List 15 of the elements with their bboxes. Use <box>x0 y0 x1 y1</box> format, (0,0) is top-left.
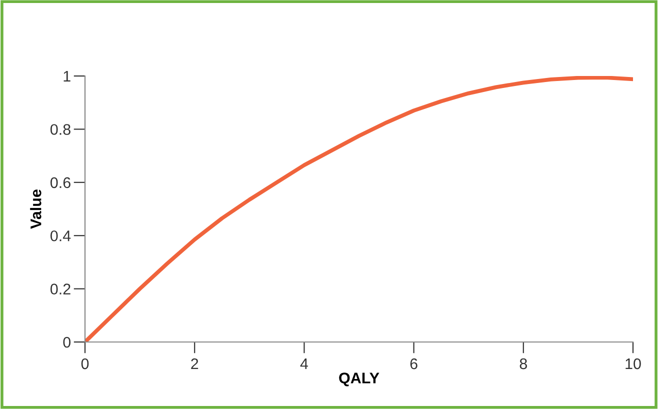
line-series <box>85 76 633 342</box>
y-tick-label: 0 <box>63 336 71 348</box>
y-tick-label: 0.6 <box>50 177 70 188</box>
y-tick-label: 0.8 <box>50 124 70 135</box>
y-tick-label: 0.2 <box>50 284 70 294</box>
x-tick-label: 10 <box>626 358 641 370</box>
y-tick-label: 0.4 <box>50 230 71 242</box>
x-axis-title: QALY <box>339 372 380 386</box>
y-axis-title: Value <box>30 190 42 229</box>
x-tick-label: 4 <box>300 358 308 370</box>
x-tick-label: 0 <box>81 358 89 370</box>
x-tick-label: 8 <box>520 358 527 370</box>
x-tick-label: 2 <box>191 358 198 370</box>
y-tick-label: 1 <box>64 71 70 82</box>
x-tick-label: 6 <box>410 358 418 370</box>
